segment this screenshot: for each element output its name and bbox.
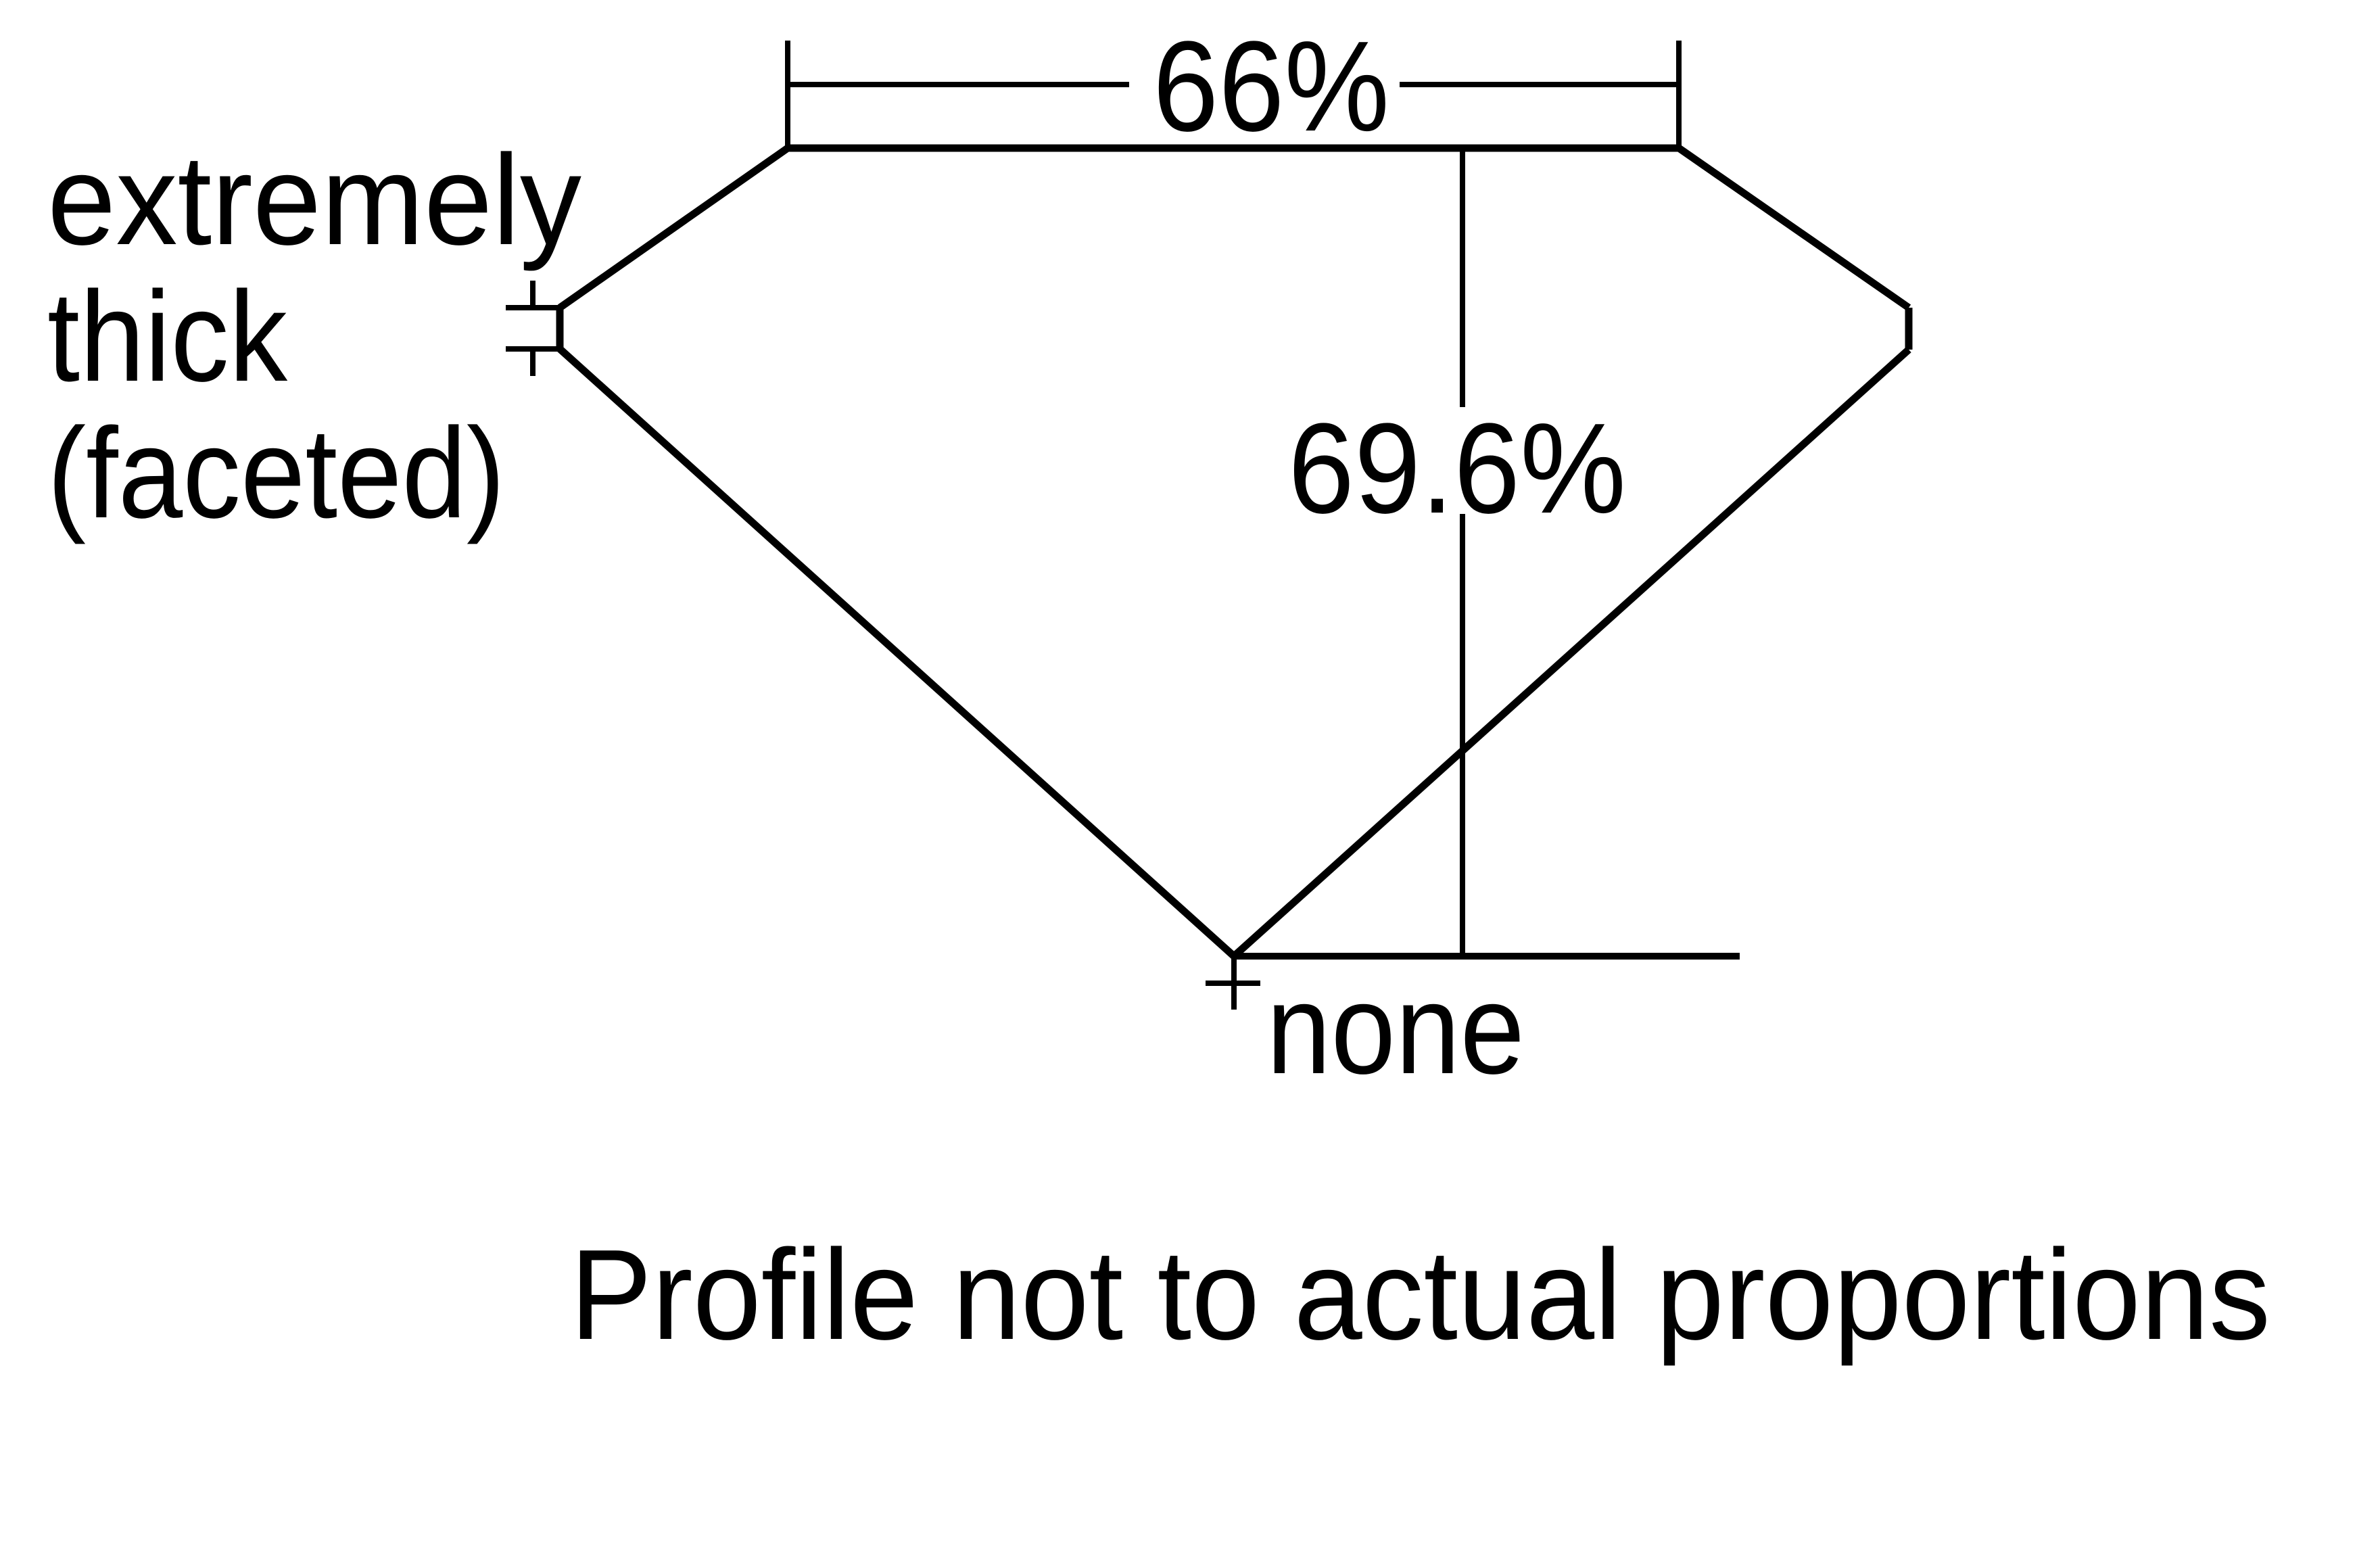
- crown-slope-right: [1676, 145, 1911, 311]
- table-percentage-label: 66%: [1153, 15, 1389, 158]
- girdle-thickness-label-line2: thick: [47, 265, 288, 408]
- depth-percentage-label: 69.6%: [1288, 397, 1626, 540]
- caption: Profile not to actual proportions: [570, 1223, 2270, 1367]
- pavilion-slope-right: [1231, 346, 1911, 960]
- pavilion-slope-left: [557, 346, 1237, 960]
- girdle-thickness-label-line1: extremely: [47, 128, 581, 272]
- girdle-thickness-label-line3: (faceted): [47, 402, 505, 545]
- culet-label: none: [1266, 958, 1525, 1101]
- crown-slope-left: [557, 145, 790, 311]
